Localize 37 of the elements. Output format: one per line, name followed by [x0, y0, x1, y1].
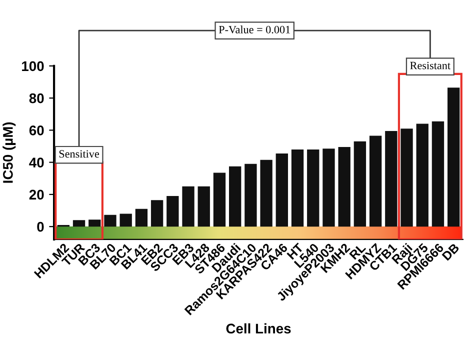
bar [416, 124, 428, 227]
y-tick-label: 20 [29, 190, 44, 200]
bar [432, 121, 444, 227]
bar [150, 200, 164, 227]
y-axis-title: IC50 (µM) [2, 122, 16, 183]
bar [354, 141, 366, 227]
y-tick-label: 40 [29, 158, 44, 168]
bar [322, 148, 335, 227]
y-tick-label: 60 [29, 126, 44, 136]
y-tick-label: 100 [22, 61, 44, 72]
bar [307, 149, 320, 227]
y-tick-label: 80 [29, 93, 44, 104]
bar [229, 166, 242, 227]
annotation: Sensitive [59, 150, 100, 158]
bar [166, 196, 179, 227]
bar [198, 186, 210, 227]
annotation: Resistant [410, 62, 450, 70]
bar [260, 160, 272, 227]
bar [104, 214, 116, 227]
bar [72, 220, 86, 227]
bar [369, 136, 382, 227]
bar [400, 128, 413, 227]
bar [291, 149, 304, 227]
bar [88, 220, 101, 227]
bar [448, 88, 460, 227]
bar [120, 214, 132, 227]
bar [338, 147, 350, 227]
x-tick-label: DB [442, 242, 460, 261]
text: P-Value = 0.001 [218, 26, 290, 34]
y-tick-label: 0 [37, 222, 44, 232]
bar [182, 186, 194, 227]
x-axis-title: Cell Lines [226, 323, 291, 334]
bar [244, 164, 257, 227]
bar [276, 153, 288, 227]
bar [135, 208, 148, 227]
bar [385, 130, 398, 227]
bar [213, 172, 226, 227]
